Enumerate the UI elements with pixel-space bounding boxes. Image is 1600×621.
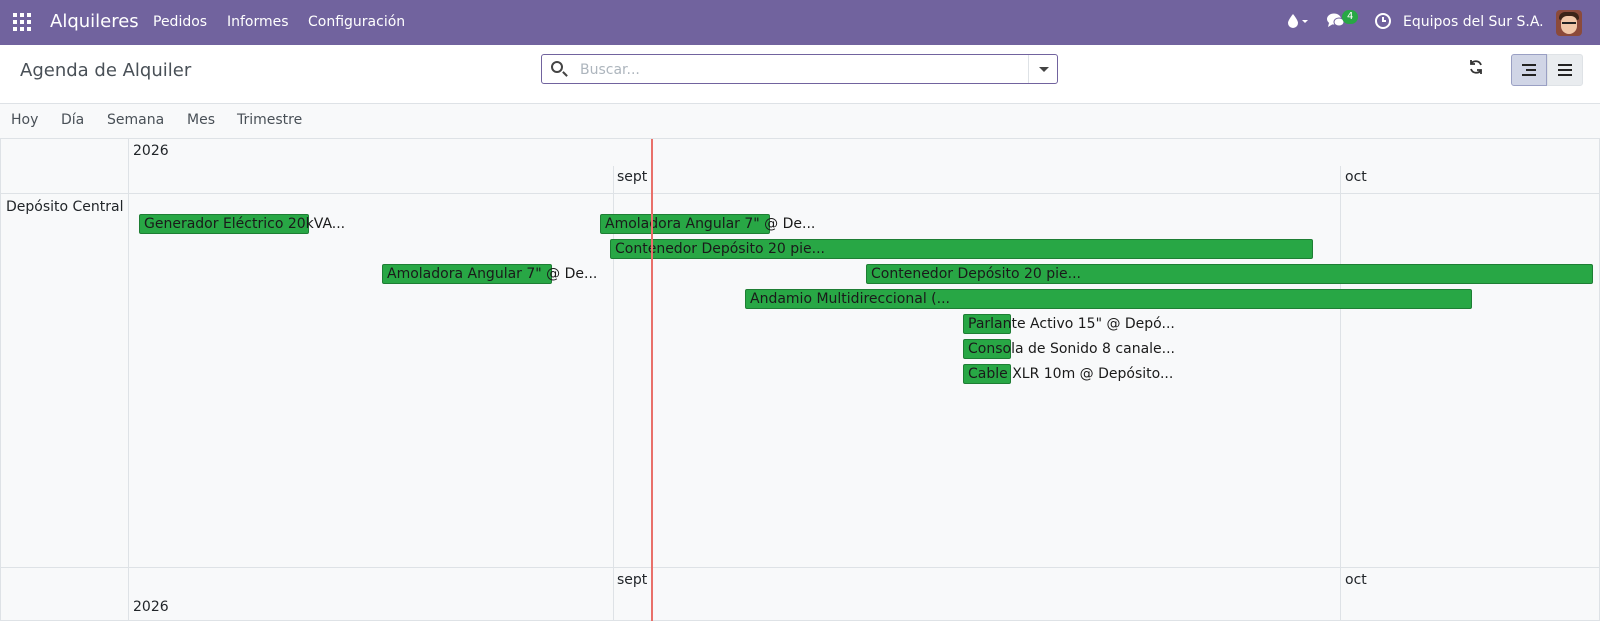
gantt-view-icon — [1522, 64, 1536, 76]
gantt-pill-label: Parlante Activo 15" @ Depó... — [968, 316, 1175, 332]
gantt-pill[interactable]: Andamio Multidireccional (... — [745, 289, 1472, 309]
gantt-pill-label: Andamio Multidireccional (... — [750, 291, 950, 307]
scale-quarter-button[interactable]: Trimestre — [237, 112, 303, 128]
gantt-pill-label: Consola de Sonido 8 canale... — [968, 341, 1175, 357]
apps-menu-icon[interactable] — [13, 13, 31, 31]
search-icon — [551, 61, 563, 73]
scale-month-button[interactable]: Mes — [187, 112, 215, 128]
gantt-pill-label: Amoladora Angular 7" @ De... — [387, 266, 598, 282]
menu-configuracion[interactable]: Configuración — [308, 14, 406, 30]
gantt-pill-label: Cable XLR 10m @ Depósito... — [968, 366, 1174, 382]
gantt-pill-label: Generador Eléctrico 20kVA... — [144, 216, 346, 232]
company-switcher[interactable]: Equipos del Sur S.A. — [1403, 14, 1544, 30]
top-navbar: Alquileres Pedidos Informes Configuració… — [0, 0, 1600, 45]
row-title: Depósito Central — [6, 199, 124, 215]
gantt-pill[interactable]: Cable XLR 10m @ Depósito... — [963, 364, 1173, 384]
scale-day-button[interactable]: Día — [61, 112, 85, 128]
refresh-icon[interactable] — [1468, 59, 1484, 79]
month-header-oct: oct — [1345, 169, 1367, 185]
activity-clock-icon[interactable] — [1374, 12, 1392, 34]
scale-today-button[interactable]: Hoy — [11, 112, 39, 128]
debug-drop-icon[interactable] — [1287, 12, 1309, 34]
month-footer-oct: oct — [1345, 572, 1367, 588]
month-footer-sept: sept — [617, 572, 648, 588]
year-footer: 2026 — [133, 599, 169, 615]
app-name[interactable]: Alquileres — [50, 11, 139, 32]
gantt-pill[interactable]: Amoladora Angular 7" @ De... — [600, 214, 815, 234]
gantt-pill[interactable]: Parlante Activo 15" @ Depó... — [963, 314, 1175, 334]
search-options-toggle-icon[interactable] — [1028, 55, 1057, 83]
search-box — [541, 54, 1058, 84]
gantt-pill-label: Contenedor Depósito 20 pie... — [615, 241, 825, 257]
gantt-view-button[interactable] — [1511, 54, 1547, 86]
messages-count-badge: 4 — [1342, 10, 1359, 24]
gantt-pill[interactable]: Contenedor Depósito 20 pie... — [610, 239, 1313, 259]
today-marker-line — [651, 139, 653, 621]
gantt-pill[interactable]: Amoladora Angular 7" @ De... — [382, 264, 597, 284]
year-header: 2026 — [133, 143, 169, 159]
search-input[interactable] — [578, 60, 1002, 80]
list-view-button[interactable] — [1547, 54, 1583, 86]
menu-informes[interactable]: Informes — [227, 14, 289, 30]
gantt-pill-label: Amoladora Angular 7" @ De... — [605, 216, 816, 232]
month-header-sept: sept — [617, 169, 648, 185]
scale-bar: Hoy Día Semana Mes Trimestre — [0, 104, 1600, 138]
control-panel: Agenda de Alquiler — [0, 45, 1600, 104]
scale-week-button[interactable]: Semana — [107, 112, 165, 128]
gantt-pill[interactable]: Contenedor Depósito 20 pie... — [866, 264, 1593, 284]
gantt-pill-label: Contenedor Depósito 20 pie... — [871, 266, 1081, 282]
gantt-pill[interactable]: Generador Eléctrico 20kVA... — [139, 214, 345, 234]
user-avatar[interactable] — [1556, 10, 1582, 36]
list-view-icon — [1558, 64, 1572, 76]
page-title: Agenda de Alquiler — [20, 60, 192, 81]
menu-pedidos[interactable]: Pedidos — [153, 14, 208, 30]
gantt-chart: 2026 sept oct Depósito Central Generador… — [0, 138, 1600, 621]
gantt-pill[interactable]: Consola de Sonido 8 canale... — [963, 339, 1175, 359]
